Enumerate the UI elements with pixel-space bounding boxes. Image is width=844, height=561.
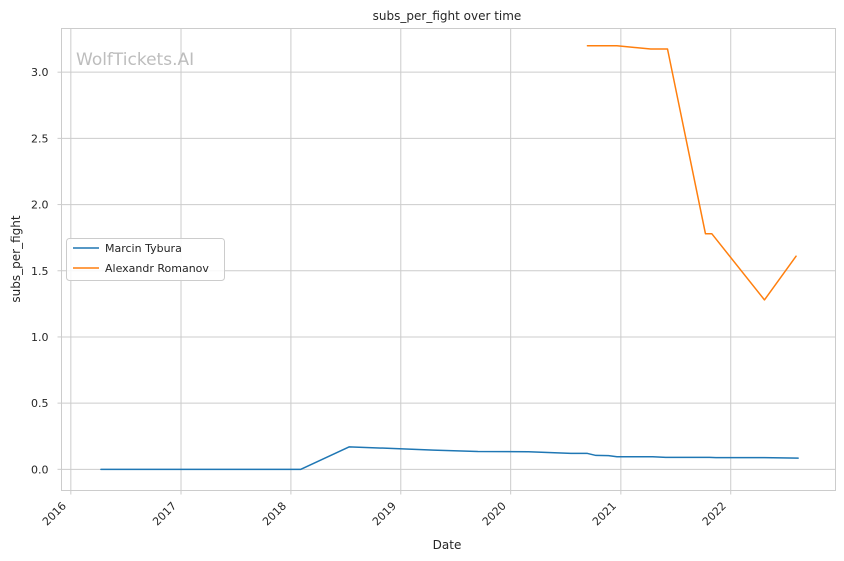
y-axis-ticks: 0.0 0.5 1.0 1.5 2.0 2.5 3.0 bbox=[31, 66, 62, 476]
y-axis-label: subs_per_fight bbox=[9, 215, 23, 302]
legend: Marcin Tybura Alexandr Romanov bbox=[66, 238, 225, 281]
y-tick-label: 0.5 bbox=[31, 397, 49, 410]
x-axis-label: Date bbox=[433, 538, 462, 552]
watermark: WolfTickets.AI bbox=[76, 50, 194, 70]
series-line-marcin-tybura bbox=[100, 446, 799, 471]
series-lines bbox=[100, 44, 799, 471]
legend-label-alexandr-romanov: Alexandr Romanov bbox=[105, 262, 209, 275]
y-tick-label: 2.0 bbox=[31, 199, 49, 212]
y-tick-label: 0.0 bbox=[31, 463, 49, 476]
y-tick-label: 2.5 bbox=[31, 132, 49, 145]
plot-area-frame bbox=[61, 28, 836, 491]
y-tick-label: 3.0 bbox=[31, 66, 49, 79]
legend-label-marcin-tybura: Marcin Tybura bbox=[105, 242, 182, 255]
y-tick-label: 1.0 bbox=[31, 331, 49, 344]
chart-title: subs_per_fight over time bbox=[373, 9, 522, 23]
legend-box bbox=[66, 238, 225, 281]
series-line-alexandr-romanov bbox=[586, 44, 797, 301]
y-tick-label: 1.5 bbox=[31, 265, 49, 278]
